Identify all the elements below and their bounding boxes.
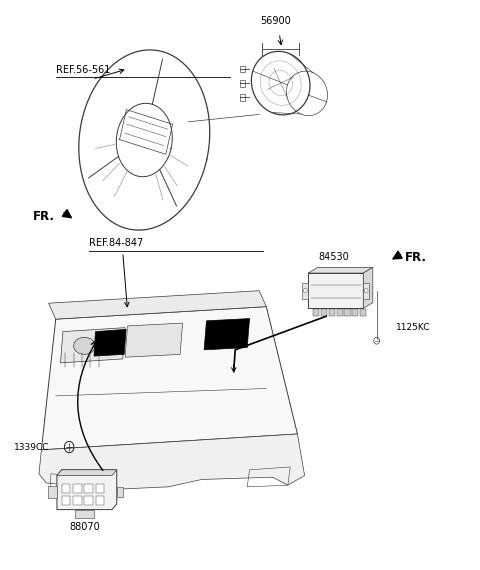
Polygon shape: [41, 307, 298, 450]
Circle shape: [303, 288, 307, 293]
Polygon shape: [39, 434, 305, 490]
Text: FR.: FR.: [405, 251, 427, 264]
Bar: [96, 496, 104, 505]
Bar: [363, 283, 369, 299]
Polygon shape: [57, 470, 117, 510]
Text: 88070: 88070: [69, 522, 100, 532]
Polygon shape: [308, 267, 373, 273]
Text: 84530: 84530: [318, 253, 348, 262]
Text: REF.84-847: REF.84-847: [89, 238, 144, 248]
Bar: [96, 484, 104, 492]
Ellipse shape: [74, 337, 95, 355]
Text: REF.56-561: REF.56-561: [56, 64, 110, 75]
Polygon shape: [60, 328, 125, 363]
Bar: [329, 309, 335, 316]
Bar: [75, 510, 94, 518]
Bar: [117, 487, 122, 497]
Bar: [62, 484, 70, 492]
Circle shape: [364, 288, 368, 293]
Polygon shape: [363, 267, 373, 308]
Polygon shape: [57, 470, 117, 475]
Bar: [240, 94, 245, 101]
Bar: [240, 80, 245, 87]
Bar: [360, 309, 366, 316]
Bar: [73, 484, 82, 492]
Bar: [62, 496, 70, 505]
Bar: [352, 309, 359, 316]
Bar: [73, 496, 82, 505]
Polygon shape: [94, 329, 126, 356]
Text: 56900: 56900: [261, 17, 291, 26]
Bar: [302, 283, 308, 299]
Text: 1125KC: 1125KC: [396, 323, 430, 332]
Polygon shape: [48, 291, 266, 319]
Bar: [240, 66, 245, 72]
Polygon shape: [204, 319, 250, 350]
Text: FR.: FR.: [33, 210, 55, 223]
Bar: [48, 486, 57, 498]
Bar: [344, 309, 350, 316]
Text: 1339CC: 1339CC: [14, 442, 49, 451]
Bar: [313, 309, 319, 316]
Bar: [336, 309, 343, 316]
Polygon shape: [308, 273, 363, 308]
Bar: [84, 484, 93, 492]
Bar: [84, 496, 93, 505]
Bar: [321, 309, 327, 316]
Polygon shape: [125, 323, 182, 357]
